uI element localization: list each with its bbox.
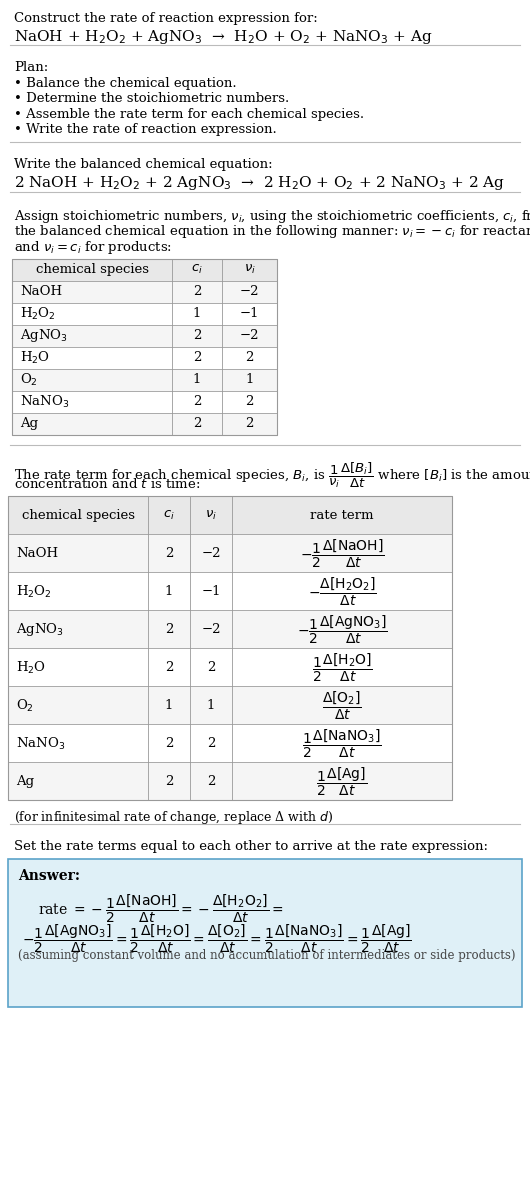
FancyBboxPatch shape: [8, 860, 522, 1008]
Text: • Write the rate of reaction expression.: • Write the rate of reaction expression.: [14, 123, 277, 136]
Text: The rate term for each chemical species, $B_i$, is $\dfrac{1}{\nu_i}\dfrac{\Delt: The rate term for each chemical species,…: [14, 461, 530, 490]
Text: $c_i$: $c_i$: [191, 264, 203, 276]
Text: $c_i$: $c_i$: [163, 509, 175, 523]
Text: 2 NaOH + H$_2$O$_2$ + 2 AgNO$_3$  →  2 H$_2$O + O$_2$ + 2 NaNO$_3$ + 2 Ag: 2 NaOH + H$_2$O$_2$ + 2 AgNO$_3$ → 2 H$_…: [14, 173, 505, 191]
Bar: [12, 281, 277, 302]
Text: the balanced chemical equation in the following manner: $\nu_i = -c_i$ for react: the balanced chemical equation in the fo…: [14, 223, 530, 241]
Bar: [12, 413, 277, 435]
Text: 2: 2: [245, 352, 254, 364]
Text: Ag: Ag: [16, 775, 34, 787]
Text: −1: −1: [240, 307, 259, 320]
Text: Assign stoichiometric numbers, $\nu_i$, using the stoichiometric coefficients, $: Assign stoichiometric numbers, $\nu_i$, …: [14, 208, 530, 225]
Bar: [12, 259, 277, 281]
Text: $\dfrac{1}{2}\dfrac{\Delta[\mathrm{H_2O}]}{\Delta t}$: $\dfrac{1}{2}\dfrac{\Delta[\mathrm{H_2O}…: [312, 651, 373, 684]
Text: • Balance the chemical equation.: • Balance the chemical equation.: [14, 77, 236, 90]
Text: (assuming constant volume and no accumulation of intermediates or side products): (assuming constant volume and no accumul…: [18, 949, 516, 962]
Text: 2: 2: [165, 622, 173, 636]
Text: −2: −2: [240, 285, 259, 299]
Text: 2: 2: [245, 417, 254, 430]
Text: $\dfrac{\Delta[\mathrm{O_2}]}{\Delta t}$: $\dfrac{\Delta[\mathrm{O_2}]}{\Delta t}$: [322, 690, 362, 721]
Bar: [8, 535, 452, 572]
Bar: [8, 686, 452, 725]
Text: 1: 1: [193, 373, 201, 386]
Text: $\nu_i$: $\nu_i$: [243, 264, 255, 276]
Text: −2: −2: [201, 547, 221, 560]
Text: rate term: rate term: [310, 509, 374, 523]
Text: Ag: Ag: [20, 417, 38, 430]
Text: 2: 2: [207, 775, 215, 787]
Text: 2: 2: [193, 285, 201, 299]
Bar: [8, 649, 452, 686]
Text: 1: 1: [165, 700, 173, 712]
Text: (for infinitesimal rate of change, replace Δ with $d$): (for infinitesimal rate of change, repla…: [14, 809, 333, 826]
Text: 1: 1: [207, 700, 215, 712]
Text: 2: 2: [165, 661, 173, 674]
Bar: [8, 496, 452, 535]
Bar: [12, 347, 277, 368]
Text: 2: 2: [193, 395, 201, 408]
Text: rate $= -\dfrac{1}{2}\dfrac{\Delta[\mathrm{NaOH}]}{\Delta t} = -\dfrac{\Delta[\m: rate $= -\dfrac{1}{2}\dfrac{\Delta[\math…: [38, 893, 284, 926]
Text: 2: 2: [165, 775, 173, 787]
Text: Write the balanced chemical equation:: Write the balanced chemical equation:: [14, 158, 272, 171]
Text: chemical species: chemical species: [22, 509, 135, 523]
Text: $\dfrac{1}{2}\dfrac{\Delta[\mathrm{NaNO_3}]}{\Delta t}$: $\dfrac{1}{2}\dfrac{\Delta[\mathrm{NaNO_…: [302, 727, 382, 760]
Text: 2: 2: [165, 547, 173, 560]
Text: 2: 2: [207, 661, 215, 674]
Text: Plan:: Plan:: [14, 60, 48, 73]
Text: −1: −1: [201, 585, 221, 598]
Text: Construct the rate of reaction expression for:: Construct the rate of reaction expressio…: [14, 12, 318, 25]
Text: concentration and $t$ is time:: concentration and $t$ is time:: [14, 477, 200, 490]
Text: Set the rate terms equal to each other to arrive at the rate expression:: Set the rate terms equal to each other t…: [14, 840, 488, 854]
Text: H$_2$O: H$_2$O: [20, 349, 50, 366]
Text: H$_2$O$_2$: H$_2$O$_2$: [16, 584, 52, 600]
Text: NaNO$_3$: NaNO$_3$: [20, 394, 69, 409]
Text: • Assemble the rate term for each chemical species.: • Assemble the rate term for each chemic…: [14, 107, 364, 120]
Bar: [8, 572, 452, 610]
Bar: [12, 368, 277, 390]
Bar: [8, 496, 452, 801]
Text: 2: 2: [193, 417, 201, 430]
Text: 2: 2: [193, 329, 201, 342]
Text: • Determine the stoichiometric numbers.: • Determine the stoichiometric numbers.: [14, 93, 289, 105]
Text: H$_2$O$_2$: H$_2$O$_2$: [20, 306, 56, 321]
Text: NaOH + H$_2$O$_2$ + AgNO$_3$  →  H$_2$O + O$_2$ + NaNO$_3$ + Ag: NaOH + H$_2$O$_2$ + AgNO$_3$ → H$_2$O + …: [14, 28, 432, 46]
Bar: [12, 390, 277, 413]
Text: NaOH: NaOH: [16, 547, 58, 560]
Text: AgNO$_3$: AgNO$_3$: [20, 327, 68, 344]
Text: $\dfrac{1}{2}\dfrac{\Delta[\mathrm{Ag}]}{\Delta t}$: $\dfrac{1}{2}\dfrac{\Delta[\mathrm{Ag}]}…: [316, 766, 368, 798]
Text: 2: 2: [193, 352, 201, 364]
Bar: [12, 259, 277, 435]
Text: 1: 1: [193, 307, 201, 320]
Text: −2: −2: [240, 329, 259, 342]
Text: $\nu_i$: $\nu_i$: [205, 509, 217, 523]
Text: AgNO$_3$: AgNO$_3$: [16, 621, 64, 638]
Text: 2: 2: [165, 737, 173, 750]
Text: 2: 2: [207, 737, 215, 750]
Text: O$_2$: O$_2$: [16, 697, 34, 714]
Text: NaNO$_3$: NaNO$_3$: [16, 736, 65, 751]
Text: Answer:: Answer:: [18, 869, 80, 884]
Text: 2: 2: [245, 395, 254, 408]
Text: 1: 1: [165, 585, 173, 598]
Text: $-\dfrac{1}{2}\dfrac{\Delta[\mathrm{AgNO_3}]}{\Delta t} = \dfrac{1}{2}\dfrac{\De: $-\dfrac{1}{2}\dfrac{\Delta[\mathrm{AgNO…: [22, 922, 412, 955]
Text: NaOH: NaOH: [20, 285, 62, 299]
Text: H$_2$O: H$_2$O: [16, 660, 46, 675]
Bar: [8, 725, 452, 762]
Text: and $\nu_i = c_i$ for products:: and $\nu_i = c_i$ for products:: [14, 238, 172, 255]
Bar: [8, 610, 452, 649]
Text: chemical species: chemical species: [36, 264, 148, 276]
Bar: [12, 325, 277, 347]
Text: 1: 1: [245, 373, 254, 386]
Text: O$_2$: O$_2$: [20, 372, 38, 388]
Text: −2: −2: [201, 622, 221, 636]
Text: $-\dfrac{1}{2}\dfrac{\Delta[\mathrm{AgNO_3}]}{\Delta t}$: $-\dfrac{1}{2}\dfrac{\Delta[\mathrm{AgNO…: [297, 613, 387, 645]
Bar: [12, 302, 277, 325]
Text: $-\dfrac{\Delta[\mathrm{H_2O_2}]}{\Delta t}$: $-\dfrac{\Delta[\mathrm{H_2O_2}]}{\Delta…: [307, 576, 376, 608]
Text: $-\dfrac{1}{2}\dfrac{\Delta[\mathrm{NaOH}]}{\Delta t}$: $-\dfrac{1}{2}\dfrac{\Delta[\mathrm{NaOH…: [299, 537, 384, 569]
Bar: [8, 762, 452, 801]
